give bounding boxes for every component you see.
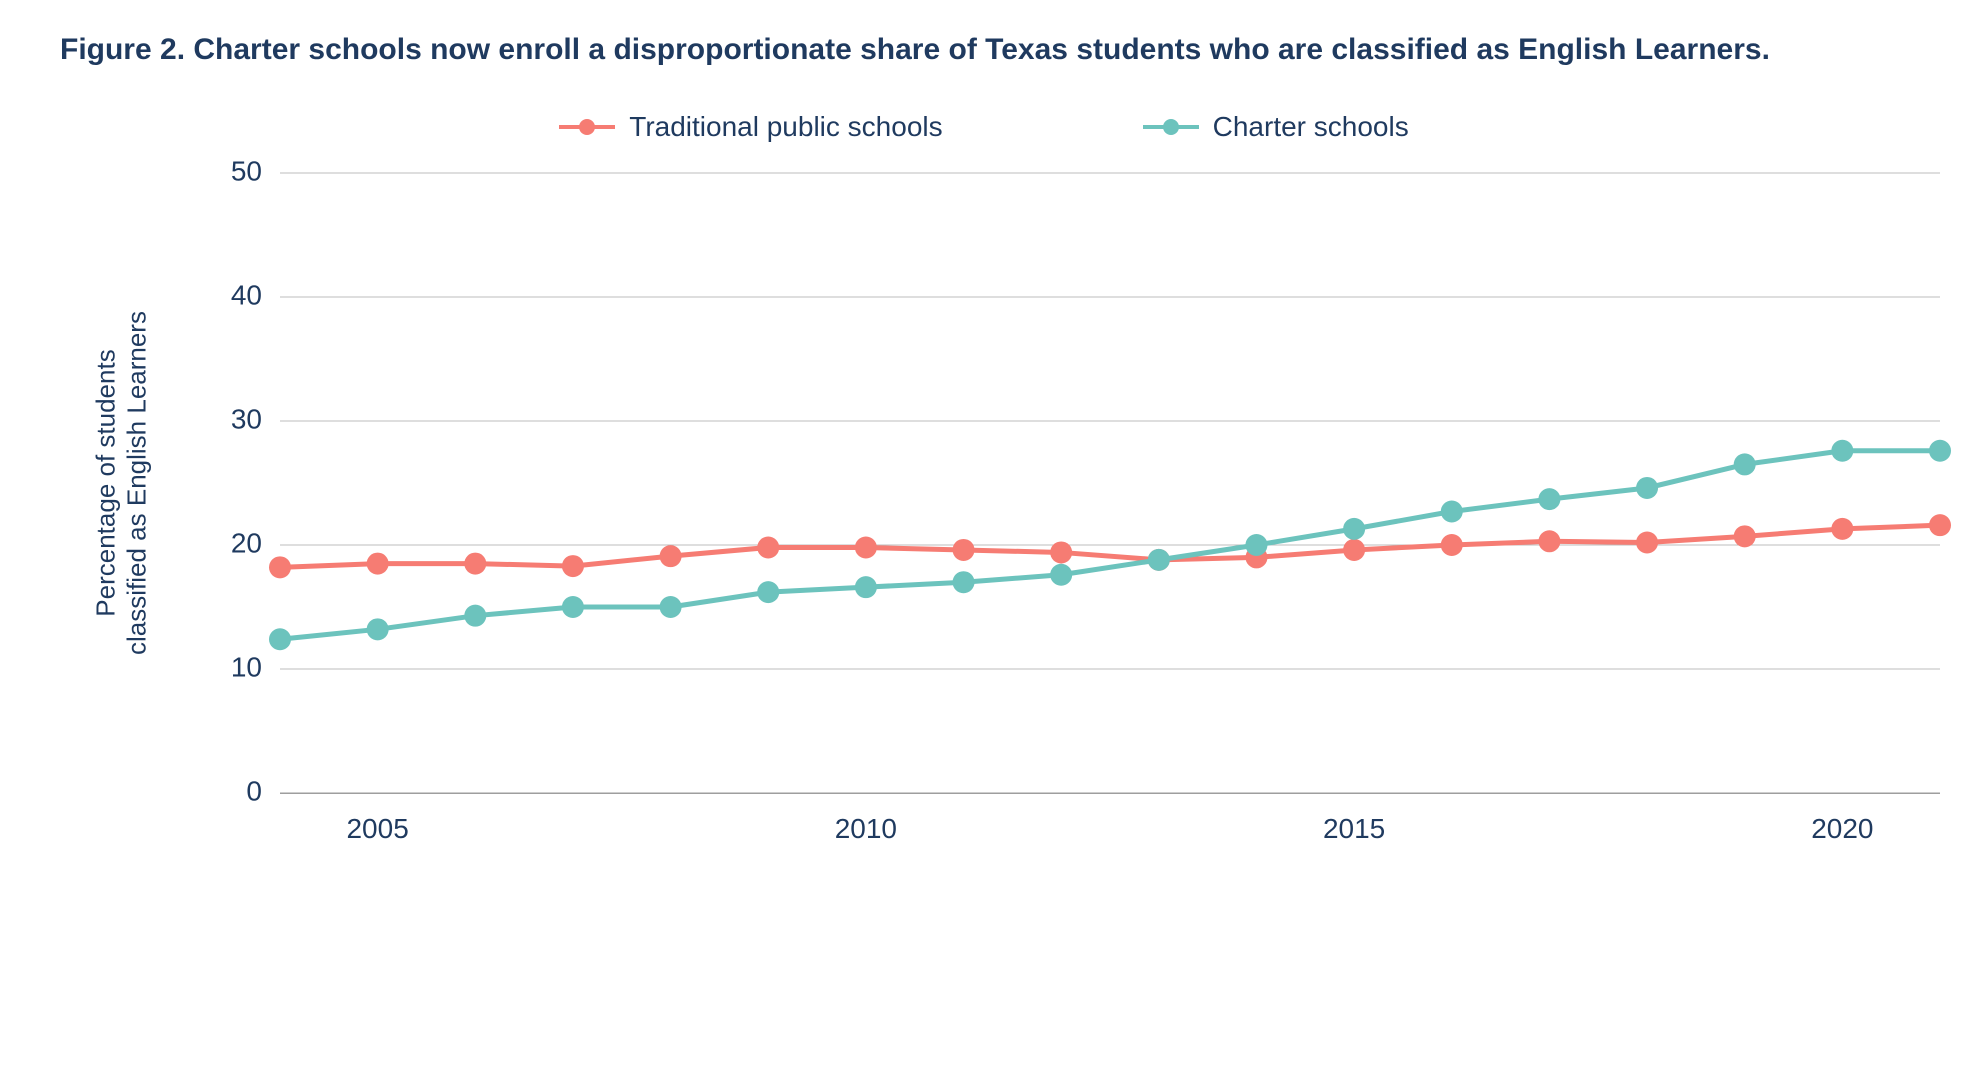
- series-marker-traditional: [1734, 525, 1756, 547]
- legend-dot-icon: [579, 119, 595, 135]
- series-marker-charter: [1343, 517, 1365, 539]
- y-tick-label: 40: [231, 279, 262, 310]
- legend-label-traditional: Traditional public schools: [629, 111, 942, 143]
- legend-swatch-traditional: [559, 125, 615, 129]
- series-marker-traditional: [1831, 517, 1853, 539]
- series-marker-charter: [1538, 488, 1560, 510]
- y-tick-label: 0: [246, 775, 262, 806]
- series-marker-charter: [1245, 534, 1267, 556]
- x-tick-label: 2020: [1811, 813, 1873, 844]
- y-tick-label: 30: [231, 403, 262, 434]
- legend-item-charter: Charter schools: [1143, 111, 1409, 143]
- series-marker-traditional: [1343, 538, 1365, 560]
- legend-label-charter: Charter schools: [1213, 111, 1409, 143]
- x-tick-label: 2015: [1323, 813, 1385, 844]
- series-marker-traditional: [757, 536, 779, 558]
- chart-legend: Traditional public schools Charter schoo…: [60, 111, 1908, 143]
- series-marker-traditional: [269, 556, 291, 578]
- series-marker-charter: [1441, 500, 1463, 522]
- series-marker-charter: [1148, 548, 1170, 570]
- y-tick-label: 50: [231, 155, 262, 186]
- x-tick-label: 2010: [835, 813, 897, 844]
- series-marker-traditional: [464, 552, 486, 574]
- legend-item-traditional: Traditional public schools: [559, 111, 942, 143]
- x-tick-label: 2005: [346, 813, 408, 844]
- series-marker-charter: [464, 604, 486, 626]
- series-line-traditional: [280, 525, 1940, 567]
- series-marker-charter: [855, 576, 877, 598]
- chart-area: 0 10 20 30 40 50 2005 2010 2015 2020 Percentage of…: [60, 153, 1908, 873]
- line-chart: 0 10 20 30 40 50 2005 2010 2015 2020 Percentage of…: [60, 153, 1960, 873]
- series-marker-charter: [757, 581, 779, 603]
- series-marker-charter: [269, 628, 291, 650]
- y-axis-label: Percentage of studentsclassified as Engl…: [90, 311, 151, 655]
- series-marker-traditional: [1929, 514, 1951, 536]
- series-marker-traditional: [1441, 534, 1463, 556]
- series-marker-charter: [1929, 439, 1951, 461]
- series-marker-traditional: [855, 536, 877, 558]
- legend-swatch-charter: [1143, 125, 1199, 129]
- series-marker-charter: [367, 618, 389, 640]
- series-marker-traditional: [660, 545, 682, 567]
- series-marker-charter: [562, 596, 584, 618]
- legend-dot-icon: [1163, 119, 1179, 135]
- series-marker-charter: [953, 571, 975, 593]
- series-marker-charter: [1734, 453, 1756, 475]
- series-marker-charter: [1050, 563, 1072, 585]
- series-marker-charter: [1831, 439, 1853, 461]
- figure-container: Figure 2. Charter schools now enroll a d…: [0, 0, 1968, 1068]
- y-tick-label: 10: [231, 651, 262, 682]
- series-marker-charter: [1636, 476, 1658, 498]
- series-marker-traditional: [953, 538, 975, 560]
- series-marker-traditional: [1050, 541, 1072, 563]
- series-marker-charter: [660, 596, 682, 618]
- series-marker-traditional: [1538, 530, 1560, 552]
- series-marker-traditional: [367, 552, 389, 574]
- y-tick-label: 20: [231, 527, 262, 558]
- figure-title: Figure 2. Charter schools now enroll a d…: [60, 30, 1908, 71]
- series-marker-traditional: [1636, 531, 1658, 553]
- series-marker-traditional: [562, 555, 584, 577]
